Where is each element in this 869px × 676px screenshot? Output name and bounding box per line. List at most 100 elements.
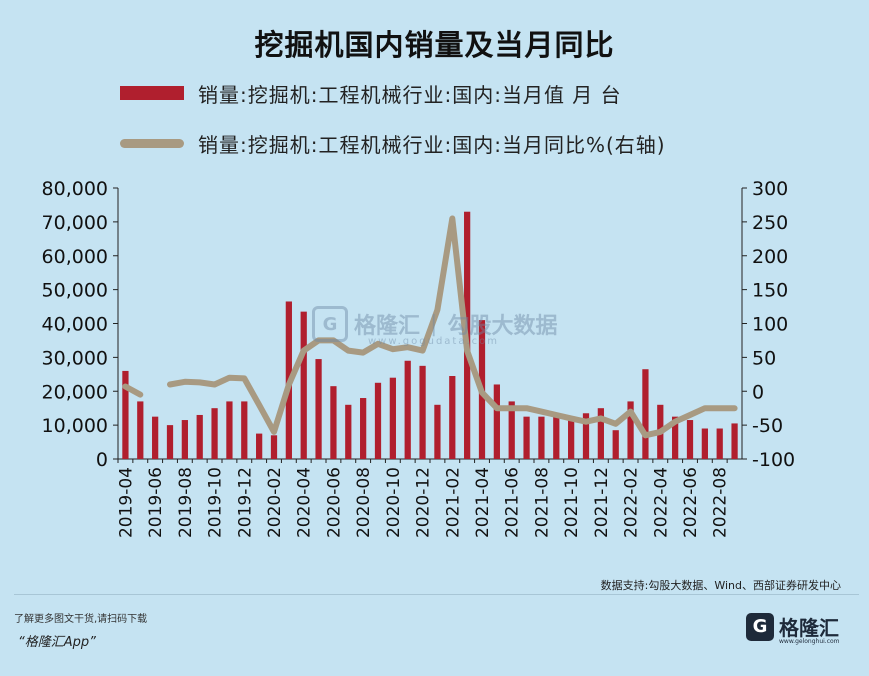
x-axis-tick-label: 2019-04: [116, 467, 136, 538]
x-axis-tick-label: 2022-08: [711, 467, 731, 538]
bar: [389, 377, 396, 459]
x-axis-tick-label: 2020-02: [265, 467, 285, 538]
bar: [701, 428, 708, 459]
bar: [642, 369, 649, 459]
x-axis-tick-label: 2021-10: [562, 467, 582, 538]
x-axis-tick-label: 2020-08: [354, 467, 374, 538]
bar: [152, 416, 159, 459]
legend-bar-swatch: [120, 86, 184, 100]
bar: [627, 401, 634, 459]
bar: [493, 384, 500, 459]
line-series-segment: [122, 383, 144, 398]
bar: [300, 311, 307, 459]
bar: [374, 382, 382, 459]
right-axis-tick-label: 150: [752, 280, 788, 302]
bar: [508, 401, 515, 459]
footer-note: 了解更多图文干货,请扫码下载: [14, 614, 148, 625]
left-axis-tick-label: 40,000: [42, 314, 108, 336]
right-axis-tick-label: 300: [752, 178, 788, 200]
bar: [568, 416, 575, 459]
bar: [716, 428, 723, 459]
legend-bar-label: 销量:挖掘机:工程机械行业:国内:当月值 月 台: [198, 82, 622, 107]
bar: [122, 370, 129, 459]
legend-line-entry: 销量:挖掘机:工程机械行业:国内:当月同比%(右轴): [120, 128, 666, 158]
watermark-partner: 勾股大数据: [447, 314, 558, 339]
bar: [196, 414, 203, 459]
watermark-logo-icon: G: [312, 306, 348, 342]
chart-title: 挖掘机国内销量及当月同比: [254, 28, 615, 62]
x-axis-tick-label: 2022-04: [651, 467, 671, 538]
bar: [553, 413, 560, 459]
x-axis-tick-label: 2019-08: [176, 467, 196, 538]
footer-divider: [14, 594, 859, 595]
right-axis-tick-label: 50: [752, 347, 776, 369]
bar: [523, 416, 530, 459]
bar: [612, 430, 619, 459]
left-axis-tick-label: 70,000: [42, 212, 108, 234]
x-axis-tick-label: 2020-06: [324, 467, 344, 538]
right-axis-tick-label: -100: [752, 449, 795, 471]
x-axis-tick-label: 2022-02: [622, 467, 642, 538]
x-axis-tick-label: 2019-06: [146, 467, 166, 538]
watermark-name: 格隆汇: [354, 314, 421, 339]
x-axis-tick-label: 2021-12: [592, 467, 612, 538]
bar: [345, 404, 352, 459]
bar: [181, 420, 188, 459]
x-axis-tick-label: 2021-04: [473, 467, 493, 538]
bar: [211, 408, 218, 459]
x-axis-tick-label: 2022-06: [681, 467, 701, 538]
bar: [166, 425, 174, 459]
left-axis-tick-label: 80,000: [42, 178, 108, 200]
watermark: G 格隆汇 | 勾股大数据 www.gogudata.com: [312, 306, 558, 347]
bar: [226, 401, 233, 459]
bar: [404, 360, 411, 459]
x-axis-tick-label: 2019-10: [206, 467, 226, 538]
bar: [419, 365, 426, 459]
bar: [434, 404, 441, 459]
x-axis-tick-label: 2021-06: [503, 467, 523, 538]
bar: [315, 359, 322, 459]
bar: [538, 416, 545, 459]
legend-line-label: 销量:挖掘机:工程机械行业:国内:当月同比%(右轴): [198, 132, 666, 157]
watermark-url: www.gogudata.com: [368, 336, 500, 347]
left-axis-tick-label: 60,000: [42, 246, 108, 268]
right-axis-tick-label: 0: [752, 381, 764, 403]
legend-bar-entry: 销量:挖掘机:工程机械行业:国内:当月值 月 台: [120, 78, 622, 108]
right-axis-tick-label: 100: [752, 314, 788, 336]
left-axis-tick-label: 10,000: [42, 415, 108, 437]
footer-app-name: “格隆汇App”: [18, 635, 96, 650]
x-axis-tick-label: 2021-02: [443, 467, 463, 538]
left-axis-tick-label: 0: [96, 449, 108, 471]
line-series-segment: [167, 215, 738, 439]
data-source-note: 数据支持:勾股大数据、Wind、西部证券研发中心: [600, 579, 841, 592]
right-axis-tick-label: -50: [752, 415, 783, 437]
bar: [360, 398, 367, 459]
bar: [597, 408, 604, 459]
bar: [137, 401, 144, 459]
brand-logo: G 格隆汇 www.gelonghui.com: [746, 612, 840, 645]
bar: [686, 420, 694, 459]
bar: [672, 416, 679, 459]
bar: [582, 413, 590, 459]
x-axis-tick-label: 2020-10: [384, 467, 404, 538]
bar: [270, 435, 278, 459]
x-axis-tick-label: 2020-04: [295, 467, 315, 538]
brand-name: 格隆汇: [779, 616, 839, 640]
bar: [330, 386, 337, 459]
watermark-separator: |: [430, 311, 438, 337]
right-axis-tick-label: 200: [752, 246, 788, 268]
left-axis-tick-label: 50,000: [42, 280, 108, 302]
chart-canvas: 0 10,000 20,000 30,000 40,000 50,000 60,000 70,…: [42, 178, 796, 538]
legend-line-swatch: [120, 138, 184, 148]
bar: [731, 423, 738, 459]
left-axis-tick-label: 20,000: [42, 381, 108, 403]
bar: [449, 376, 456, 459]
bar: [241, 401, 248, 459]
right-axis-tick-label: 250: [752, 212, 788, 234]
x-axis-tick-label: 2020-12: [414, 467, 434, 538]
bar: [256, 433, 263, 459]
x-axis-tick-label: 2019-12: [235, 467, 255, 538]
brand-url: www.gelonghui.com: [779, 638, 840, 645]
brand-logo-icon: G: [746, 612, 774, 641]
x-axis-tick-label: 2021-08: [532, 467, 552, 538]
